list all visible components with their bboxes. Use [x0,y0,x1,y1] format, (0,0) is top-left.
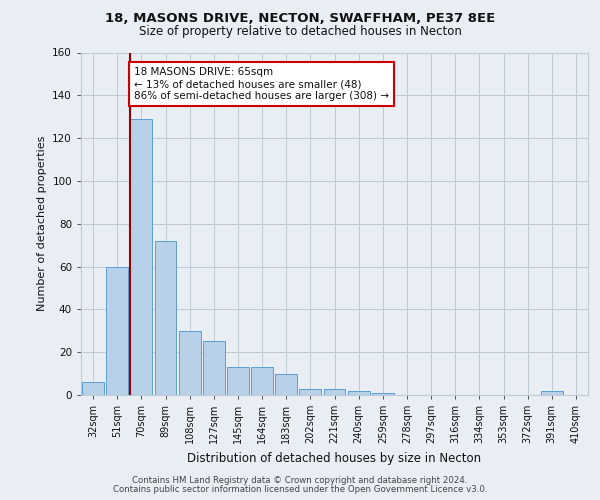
Text: Contains HM Land Registry data © Crown copyright and database right 2024.: Contains HM Land Registry data © Crown c… [132,476,468,485]
Bar [251,367,273,395]
Bar [348,390,370,395]
Bar [227,367,249,395]
Bar [299,388,321,395]
Bar [275,374,297,395]
Bar [82,382,104,395]
Text: Size of property relative to detached houses in Necton: Size of property relative to detached ho… [139,25,461,38]
Y-axis label: Number of detached properties: Number of detached properties [37,136,47,312]
X-axis label: Distribution of detached houses by size in Necton: Distribution of detached houses by size … [187,452,482,464]
Bar [541,390,563,395]
Bar [179,331,200,395]
Text: Contains public sector information licensed under the Open Government Licence v3: Contains public sector information licen… [113,485,487,494]
Bar [106,266,128,395]
Bar [203,342,224,395]
Text: 18, MASONS DRIVE, NECTON, SWAFFHAM, PE37 8EE: 18, MASONS DRIVE, NECTON, SWAFFHAM, PE37… [105,12,495,26]
Bar [155,241,176,395]
Bar [130,119,152,395]
Bar [323,388,346,395]
Bar [372,393,394,395]
Text: 18 MASONS DRIVE: 65sqm
← 13% of detached houses are smaller (48)
86% of semi-det: 18 MASONS DRIVE: 65sqm ← 13% of detached… [134,68,389,100]
